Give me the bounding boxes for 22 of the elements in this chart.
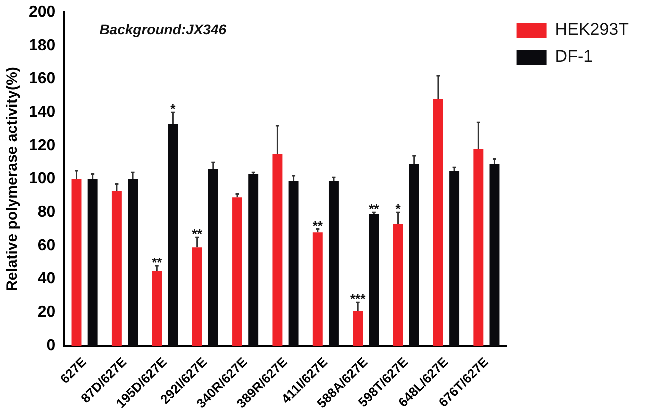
annotation: * (396, 202, 402, 217)
annotation: Background:JX346 (100, 21, 227, 38)
legend-label: HEK293T (555, 20, 629, 40)
y-tick-label: 40 (38, 270, 56, 288)
y-tick-label: 80 (38, 204, 56, 222)
y-tick-label: 100 (28, 170, 56, 188)
annotation: ** (369, 202, 380, 217)
annotation: * (170, 102, 177, 117)
annotation: ** (312, 218, 324, 234)
y-tick-label: 60 (38, 237, 56, 254)
y-tick-label: 140 (28, 104, 56, 122)
y-tick-label: 180 (28, 37, 56, 54)
annotation: ** (192, 226, 204, 242)
annotation: *** (350, 292, 367, 307)
y-tick-label: 0 (46, 337, 56, 354)
y-tick-label: 200 (28, 4, 56, 22)
y-tick-label: 120 (28, 137, 56, 154)
legend-label: DF-1 (555, 47, 594, 66)
y-tick-label: 160 (28, 70, 56, 88)
y-tick-label: 20 (38, 304, 56, 322)
y-axis-title: Relative polymerase activity(%) (4, 67, 22, 292)
annotation: ** (152, 255, 164, 270)
